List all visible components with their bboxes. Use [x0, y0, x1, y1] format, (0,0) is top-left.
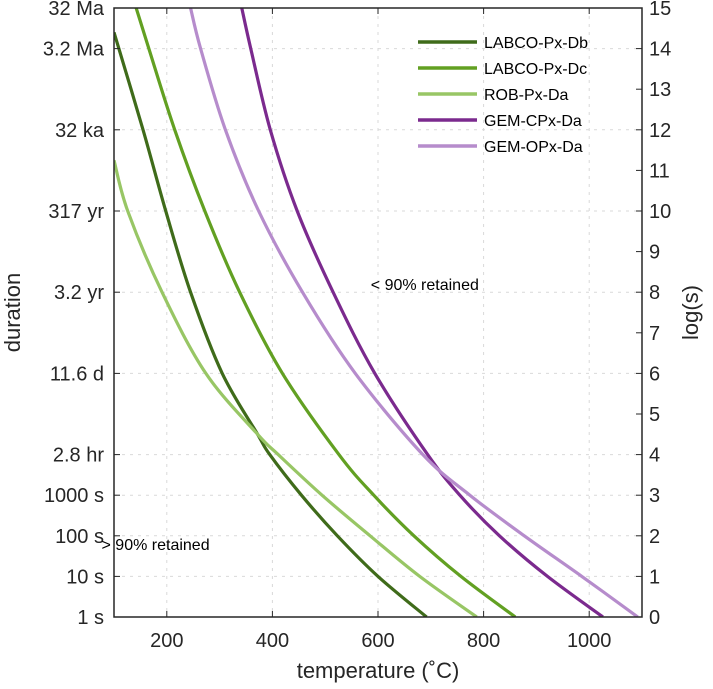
y-left-tick-label: 2.8 hr [53, 445, 104, 467]
legend-item-gem-cpx-da[interactable]: GEM-CPx-Da [418, 113, 582, 130]
y-left-tick-label: 11.6 d [50, 363, 104, 385]
y-right-tick-label: 10 [649, 201, 671, 223]
y-left-tick-label: 100 s [55, 526, 104, 548]
x-tick-label: 800 [467, 630, 500, 652]
annotations: < 90% retained > 90% retained [102, 277, 479, 554]
y-left-tick-label: 317 yr [48, 201, 104, 223]
y-right-tick-label: 13 [649, 79, 671, 101]
legend-label: LABCO-Px-Db [484, 35, 588, 52]
y-right-tick-label: 8 [649, 282, 660, 304]
y-right-tick-label: 7 [649, 323, 660, 345]
y-left-tick-label: 32 Ma [48, 0, 104, 20]
y-right-tick-label: 11 [649, 160, 670, 182]
legend-label: ROB-Px-Da [484, 87, 569, 104]
series-line-labco-px-dc [134, 8, 517, 617]
y-left-tick-label: 1000 s [44, 485, 104, 507]
y-right-tick-label: 9 [649, 242, 660, 264]
y-right-tick-label: 15 [649, 0, 671, 20]
x-tick-label: 200 [150, 630, 183, 652]
y-axis-right-title: log(s) [678, 285, 703, 340]
legend-label: GEM-CPx-Da [484, 113, 582, 130]
y-right-tick-label: 5 [649, 404, 660, 426]
legend-item-labco-px-dc[interactable]: LABCO-Px-Dc [418, 61, 587, 78]
annotation-label: < 90% retained [371, 277, 479, 294]
x-tick-label: 1000 [567, 630, 612, 652]
y-axis-left-title: duration [0, 273, 25, 353]
y-right-tick-label: 3 [649, 485, 660, 507]
y-left-tick-label: 10 s [66, 566, 104, 588]
y-right-tick-label: 0 [649, 607, 660, 629]
y-left-tick-label: 32 ka [55, 120, 105, 142]
legend-item-rob-px-da[interactable]: ROB-Px-Da [418, 87, 569, 104]
legend-item-labco-px-db[interactable]: LABCO-Px-Db [418, 35, 588, 52]
series-line-gem-opx-da [189, 8, 639, 617]
y-right-tick-label: 12 [649, 120, 671, 142]
legend-label: LABCO-Px-Dc [484, 61, 587, 78]
x-tick-label: 600 [361, 630, 394, 652]
x-tick-label: 400 [256, 630, 289, 652]
y-left-tick-label: 3.2 yr [54, 282, 104, 304]
ticks: 200 400 600 800 1000 1 s 10 s 100 s 1000 s 2.8 hr… [43, 0, 671, 652]
y-right-tick-label: 2 [649, 526, 660, 548]
legend-item-gem-opx-da[interactable]: GEM-OPx-Da [418, 139, 583, 156]
annotation-label: > 90% retained [102, 537, 210, 554]
legend[interactable]: LABCO-Px-Db LABCO-Px-Dc ROB-Px-Da GEM-CPx-D… [418, 35, 588, 156]
y-left-tick-label: 1 s [77, 607, 104, 629]
y-right-tick-label: 14 [649, 39, 671, 61]
series-line-labco-px-db [114, 31, 428, 617]
y-left-tick-label: 3.2 Ma [43, 39, 105, 61]
legend-label: GEM-OPx-Da [484, 139, 583, 156]
series-line-rob-px-da [114, 159, 478, 617]
y-right-tick-label: 4 [649, 445, 660, 467]
x-axis-title: temperature (˚C) [297, 658, 460, 683]
y-right-tick-label: 6 [649, 363, 660, 385]
curves [114, 8, 639, 617]
series-line-gem-cpx-da [240, 8, 604, 617]
y-right-tick-label: 1 [649, 566, 660, 588]
